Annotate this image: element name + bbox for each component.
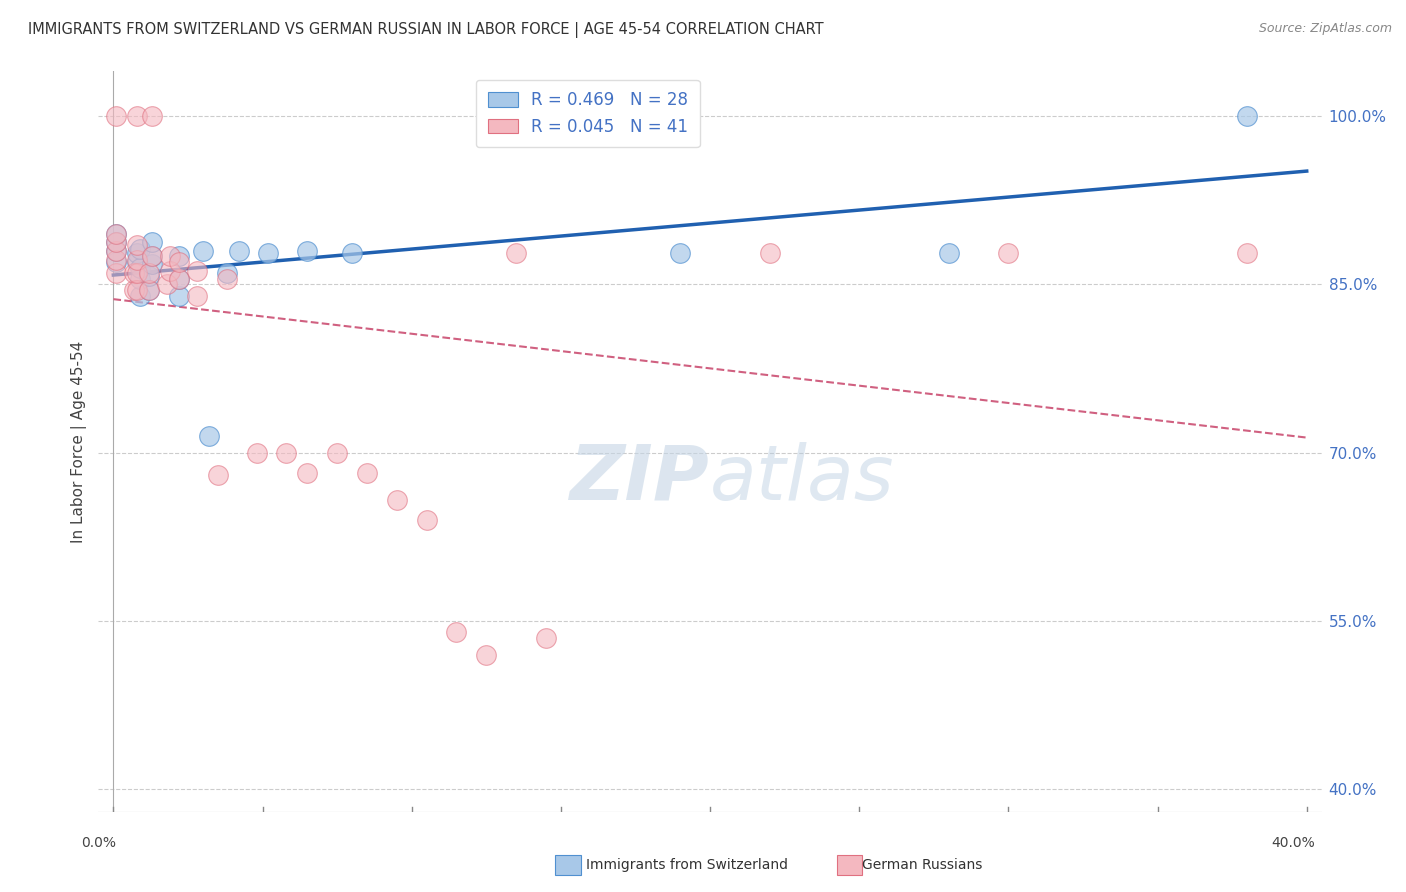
- Point: [127, 109, 149, 123]
- Point: [215, 266, 238, 280]
- Point: [156, 277, 179, 292]
- Point: [141, 250, 163, 264]
- Point: [105, 227, 128, 241]
- Y-axis label: In Labor Force | Age 45-54: In Labor Force | Age 45-54: [72, 341, 87, 542]
- Point: [385, 492, 408, 507]
- Point: [127, 252, 149, 267]
- Point: [997, 246, 1019, 260]
- Point: [276, 446, 298, 460]
- Point: [1236, 109, 1258, 123]
- Point: [105, 227, 128, 241]
- Point: [105, 266, 128, 280]
- Point: [228, 244, 250, 258]
- Point: [105, 252, 128, 267]
- Point: [138, 283, 160, 297]
- Legend: R = 0.469   N = 28, R = 0.045   N = 41: R = 0.469 N = 28, R = 0.045 N = 41: [475, 79, 700, 147]
- Point: [127, 283, 149, 297]
- Text: German Russians: German Russians: [862, 858, 983, 872]
- Point: [340, 246, 363, 260]
- Point: [105, 244, 128, 258]
- Point: [138, 266, 160, 280]
- Point: [159, 250, 181, 264]
- Point: [122, 266, 145, 280]
- Point: [475, 648, 498, 662]
- Point: [186, 289, 208, 303]
- Point: [122, 283, 145, 297]
- Point: [129, 272, 152, 286]
- Point: [105, 244, 128, 258]
- Point: [159, 264, 181, 278]
- Point: [297, 244, 319, 258]
- Point: [669, 246, 692, 260]
- Point: [105, 235, 128, 249]
- Point: [167, 272, 190, 286]
- Text: Immigrants from Switzerland: Immigrants from Switzerland: [586, 858, 789, 872]
- Point: [186, 264, 208, 278]
- Point: [129, 289, 152, 303]
- Point: [127, 238, 149, 252]
- Point: [105, 235, 128, 249]
- Point: [105, 109, 128, 123]
- Point: [198, 429, 221, 443]
- Point: [446, 625, 468, 640]
- Point: [207, 468, 229, 483]
- Point: [938, 246, 960, 260]
- Point: [1236, 246, 1258, 260]
- Point: [129, 242, 152, 256]
- Point: [127, 266, 149, 280]
- Point: [141, 250, 163, 264]
- Point: [297, 466, 319, 480]
- Point: [534, 631, 557, 645]
- Point: [191, 244, 214, 258]
- Point: [505, 246, 527, 260]
- Point: [141, 257, 163, 271]
- Point: [167, 289, 190, 303]
- Point: [105, 255, 128, 269]
- Point: [141, 109, 163, 123]
- Point: [129, 260, 152, 275]
- Point: [167, 250, 190, 264]
- Point: [215, 272, 238, 286]
- Text: ZIP: ZIP: [571, 442, 710, 516]
- Point: [565, 109, 588, 123]
- Point: [127, 255, 149, 269]
- Text: atlas: atlas: [710, 442, 894, 516]
- Point: [326, 446, 349, 460]
- Point: [415, 513, 437, 527]
- Point: [167, 255, 190, 269]
- Point: [245, 446, 267, 460]
- Point: [141, 235, 163, 249]
- Point: [356, 466, 378, 480]
- Text: 0.0%: 0.0%: [82, 836, 115, 850]
- Point: [257, 246, 280, 260]
- Point: [167, 272, 190, 286]
- Text: 40.0%: 40.0%: [1271, 836, 1315, 850]
- Text: IMMIGRANTS FROM SWITZERLAND VS GERMAN RUSSIAN IN LABOR FORCE | AGE 45-54 CORRELA: IMMIGRANTS FROM SWITZERLAND VS GERMAN RU…: [28, 22, 824, 38]
- Point: [138, 283, 160, 297]
- Point: [127, 246, 149, 260]
- Point: [758, 246, 780, 260]
- Point: [138, 268, 160, 283]
- Text: Source: ZipAtlas.com: Source: ZipAtlas.com: [1258, 22, 1392, 36]
